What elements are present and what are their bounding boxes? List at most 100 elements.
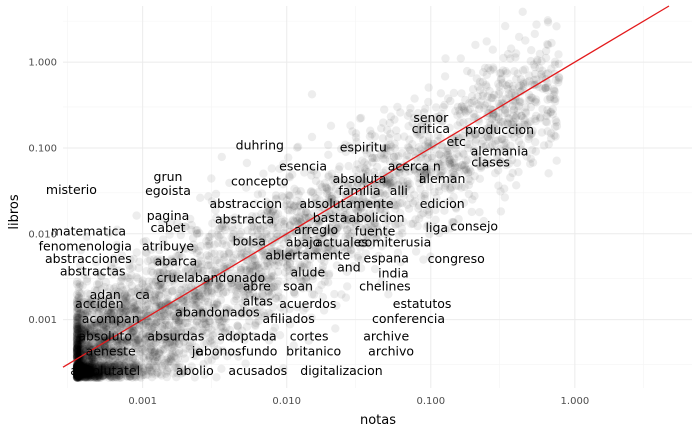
scatter-point [99,370,109,380]
scatter-point [479,143,488,152]
scatter-point [264,280,273,289]
scatter-point [270,323,280,332]
scatter-point [219,250,228,259]
scatter-point [183,295,192,304]
scatter-point [197,259,206,269]
scatter-point [237,249,246,258]
scatter-point [168,340,177,349]
scatter-point [87,353,97,362]
word-label: acusados [228,363,287,378]
scatter-point [72,365,82,375]
scatter-point [76,368,85,377]
scatter-point [214,276,223,286]
scatter-point [80,372,89,382]
scatter-point [100,345,109,354]
scatter-point [207,174,216,183]
scatter-point [204,192,213,201]
scatter-point [72,367,82,376]
scatter-point [324,186,334,195]
scatter-point [170,279,179,288]
scatter-point [164,320,174,329]
scatter-point [438,116,447,126]
scatter-point [512,158,522,168]
scatter-point [97,300,107,309]
scatter-point [97,361,107,370]
scatter-point [273,209,283,218]
word-label: bolsa [233,234,266,249]
scatter-point [156,278,166,287]
scatter-point [345,232,355,241]
scatter-point [76,333,85,342]
scatter-point [118,366,127,376]
scatter-point [154,331,164,340]
scatter-point [273,222,283,232]
scatter-point [104,367,114,376]
scatter-point [552,22,561,31]
scatter-point [88,355,97,364]
scatter-point [80,367,89,376]
scatter-point [93,371,102,381]
scatter-point [77,333,86,342]
x-axis-title: notas [360,413,396,428]
word-label: abstracta [215,212,274,227]
scatter-point [541,83,550,93]
scatter-point [459,103,468,112]
scatter-point [102,324,111,333]
scatter-point [377,242,387,251]
scatter-point [76,371,86,380]
scatter-point [152,268,162,277]
scatter-point [206,261,215,270]
scatter-point [181,244,191,253]
scatter-point [161,369,170,378]
scatter-point [74,335,84,344]
scatter-point [333,176,342,186]
scatter-point [165,338,175,347]
scatter-point [326,121,336,130]
scatter-point [454,162,463,172]
scatter-point [109,316,119,326]
scatter-point [258,238,267,247]
scatter-point [191,301,201,310]
scatter-point [488,111,498,121]
scatter-point [144,332,154,341]
scatter-point [494,113,503,122]
scatter-point [282,200,292,209]
scatter-point [73,366,82,375]
word-label: ca [135,287,150,302]
scatter-point [310,226,319,235]
scatter-point [160,275,169,284]
scatter-point [174,251,183,260]
scatter-point [227,348,236,357]
word-label: abonosfundo [196,344,277,359]
scatter-point [550,60,560,69]
scatter-point [262,234,272,243]
scatter-point [447,133,456,142]
scatter-point [214,311,224,320]
scatter-point [251,318,261,328]
scatter-point [262,229,271,239]
scatter-point [87,353,96,363]
scatter-point [317,268,326,277]
scatter-point [292,186,301,195]
scatter-point [95,362,104,371]
scatter-point [197,307,206,316]
word-label: misterio [46,182,97,197]
scatter-point [310,269,319,278]
scatter-point [227,285,236,294]
scatter-point [93,355,103,364]
gridlines [63,6,692,388]
scatter-point [136,305,146,314]
scatter-point [308,188,318,197]
scatter-point [163,367,172,376]
scatter-point [217,152,226,162]
scatter-point [324,140,333,150]
scatter-point [461,108,470,117]
scatter-point [79,346,88,355]
scatter-point [506,173,515,182]
scatter-point [152,256,161,265]
scatter-point [75,366,84,376]
scatter-point [114,368,123,377]
scatter-point [113,368,123,377]
scatter-point [132,211,141,220]
scatter-point [468,195,477,204]
